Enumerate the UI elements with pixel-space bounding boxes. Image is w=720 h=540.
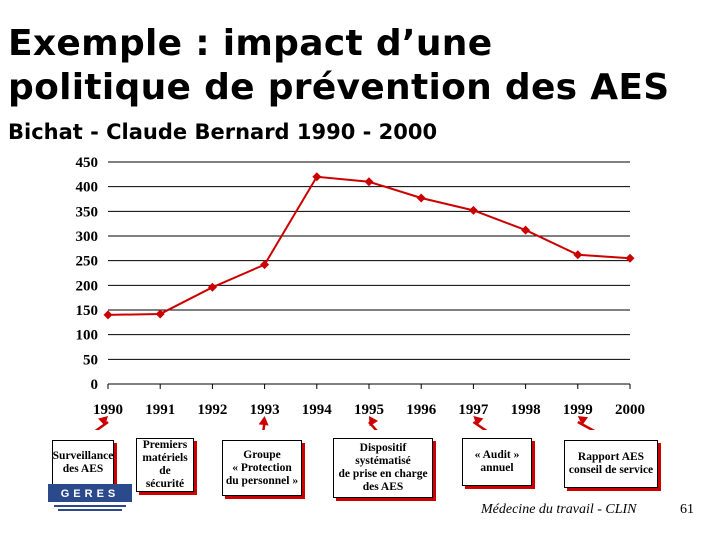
annotation-arrow (577, 420, 596, 430)
annotation-box-materiels: Premiers matériels de sécurité (136, 438, 194, 492)
annotation-line: Surveillance (52, 450, 114, 462)
y-tick-label: 250 (76, 254, 99, 270)
data-point (155, 309, 165, 319)
data-point (103, 310, 113, 320)
x-tick-label: 1998 (511, 402, 541, 418)
y-tick-label: 350 (76, 204, 99, 220)
annotation-line: des AES (62, 463, 104, 475)
annotation-box-dispositif: Dispositif systématisé de prise en charg… (333, 438, 433, 498)
logo-subline (54, 505, 126, 507)
annotation-text: Groupe « Protection du personnel » (226, 449, 298, 488)
annotation-text: Premiers matériels de sécurité (139, 439, 191, 491)
annotation-box-rapport: Rapport AES conseil de service (564, 440, 658, 488)
annotation-arrowhead (98, 416, 108, 426)
annotation-line: de prise en charge (338, 468, 428, 480)
title-line-1: Exemple : impact d’une (8, 23, 493, 64)
annotation-line: Rapport AES (577, 451, 645, 463)
annotation-text: Dispositif systématisé de prise en charg… (338, 442, 427, 494)
y-tick-label: 300 (76, 229, 99, 245)
series-line (107, 175, 631, 316)
annotation-box-surveillance: Surveillance des AES (52, 440, 114, 486)
annotation-box-groupe: Groupe « Protection du personnel » (222, 440, 302, 496)
x-tick-label: 1997 (458, 402, 489, 418)
page-number: 61 (680, 502, 694, 517)
annotation-text: Surveillance des AES (53, 450, 114, 476)
data-point (260, 260, 270, 270)
data-point (468, 205, 478, 215)
data-point (416, 193, 426, 203)
annotation-text: Rapport AES conseil de service (569, 451, 653, 477)
x-tick-label: 1994 (302, 402, 333, 418)
data-point (312, 172, 322, 182)
line-chart: 0 50 100 150 200 250 300 350 400 450 1990 1991 1992 1… (76, 155, 645, 430)
footer-text: Médecine du travail - CLIN (481, 502, 637, 517)
annotation-box-audit: « Audit » annuel (462, 438, 532, 486)
annotation-line: « Audit » (474, 449, 520, 461)
annotation-line: conseil de service (568, 464, 654, 476)
logo-subline (58, 509, 122, 511)
data-point (207, 282, 217, 292)
annotation-line: systématisé (355, 455, 411, 467)
annotation-line: de sécurité (145, 465, 185, 490)
annotation-line: du personnel » (225, 474, 299, 487)
annotation-arrow (94, 420, 109, 430)
y-tick-label: 400 (76, 180, 99, 196)
x-tick-label: 1996 (406, 402, 437, 418)
annotation-line: des AES (362, 481, 404, 493)
y-tick-label: 50 (83, 352, 98, 368)
annotation-line: annuel (480, 462, 514, 474)
annotation-arrowhead (258, 416, 269, 426)
annotation-line: Dispositif (359, 442, 407, 454)
x-tick-label: 1990 (93, 402, 123, 418)
geres-logo: GERES (48, 484, 132, 511)
logo-banner (48, 484, 132, 502)
y-tick-label: 200 (76, 278, 99, 294)
annotation-arrowhead (473, 416, 484, 426)
annotation-line: matériels (142, 452, 188, 464)
x-tick-label: 1999 (563, 402, 593, 418)
data-point (364, 177, 374, 187)
data-point (521, 225, 531, 235)
x-tick-label: 1992 (197, 402, 227, 418)
annotation-line: « Protection (232, 461, 292, 474)
slide-title: Exemple : impact d’une politique de prév… (8, 22, 718, 110)
chart-title: Bichat - Claude Bernard 1990 - 2000 (8, 120, 438, 144)
y-tick-label: 0 (91, 377, 99, 393)
x-tick-label: 2000 (615, 402, 645, 418)
annotation-arrowhead (369, 416, 379, 427)
y-tick-label: 100 (76, 328, 99, 344)
y-tick-label: 450 (76, 155, 99, 171)
x-tick-label: 1995 (354, 402, 384, 418)
data-point (573, 250, 583, 260)
annotation-arrowhead (577, 416, 589, 426)
annotation-line: Premiers (142, 439, 188, 451)
data-point (625, 253, 635, 263)
annotation-line: Groupe (243, 448, 281, 461)
y-tick-label: 150 (76, 303, 99, 319)
title-line-2: politique de prévention des AES (8, 67, 670, 108)
annotation-text: « Audit » annuel (475, 449, 520, 475)
x-tick-label: 1993 (250, 402, 280, 418)
logo-text: GERES (61, 488, 120, 500)
x-tick-label: 1991 (145, 402, 175, 418)
